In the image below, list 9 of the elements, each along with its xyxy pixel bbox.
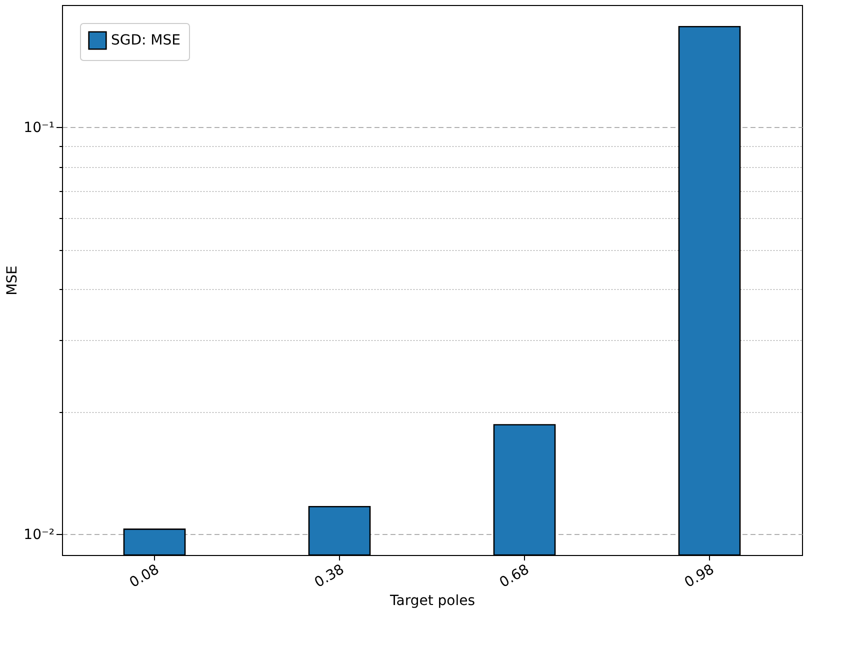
- legend-label: SGD: MSE: [111, 32, 180, 48]
- x-tick-label: 0.98: [682, 562, 717, 592]
- x-tick-label: 0.38: [312, 562, 347, 592]
- x-tick-label: 0.08: [127, 562, 162, 592]
- y-tick-label: 10⁻¹: [24, 120, 54, 136]
- y-axis-title: MSE: [4, 266, 21, 296]
- x-tick-label: 0.68: [497, 562, 532, 592]
- x-axis-title: Target poles: [388, 593, 476, 610]
- y-tick-label: 10⁻²: [24, 526, 54, 543]
